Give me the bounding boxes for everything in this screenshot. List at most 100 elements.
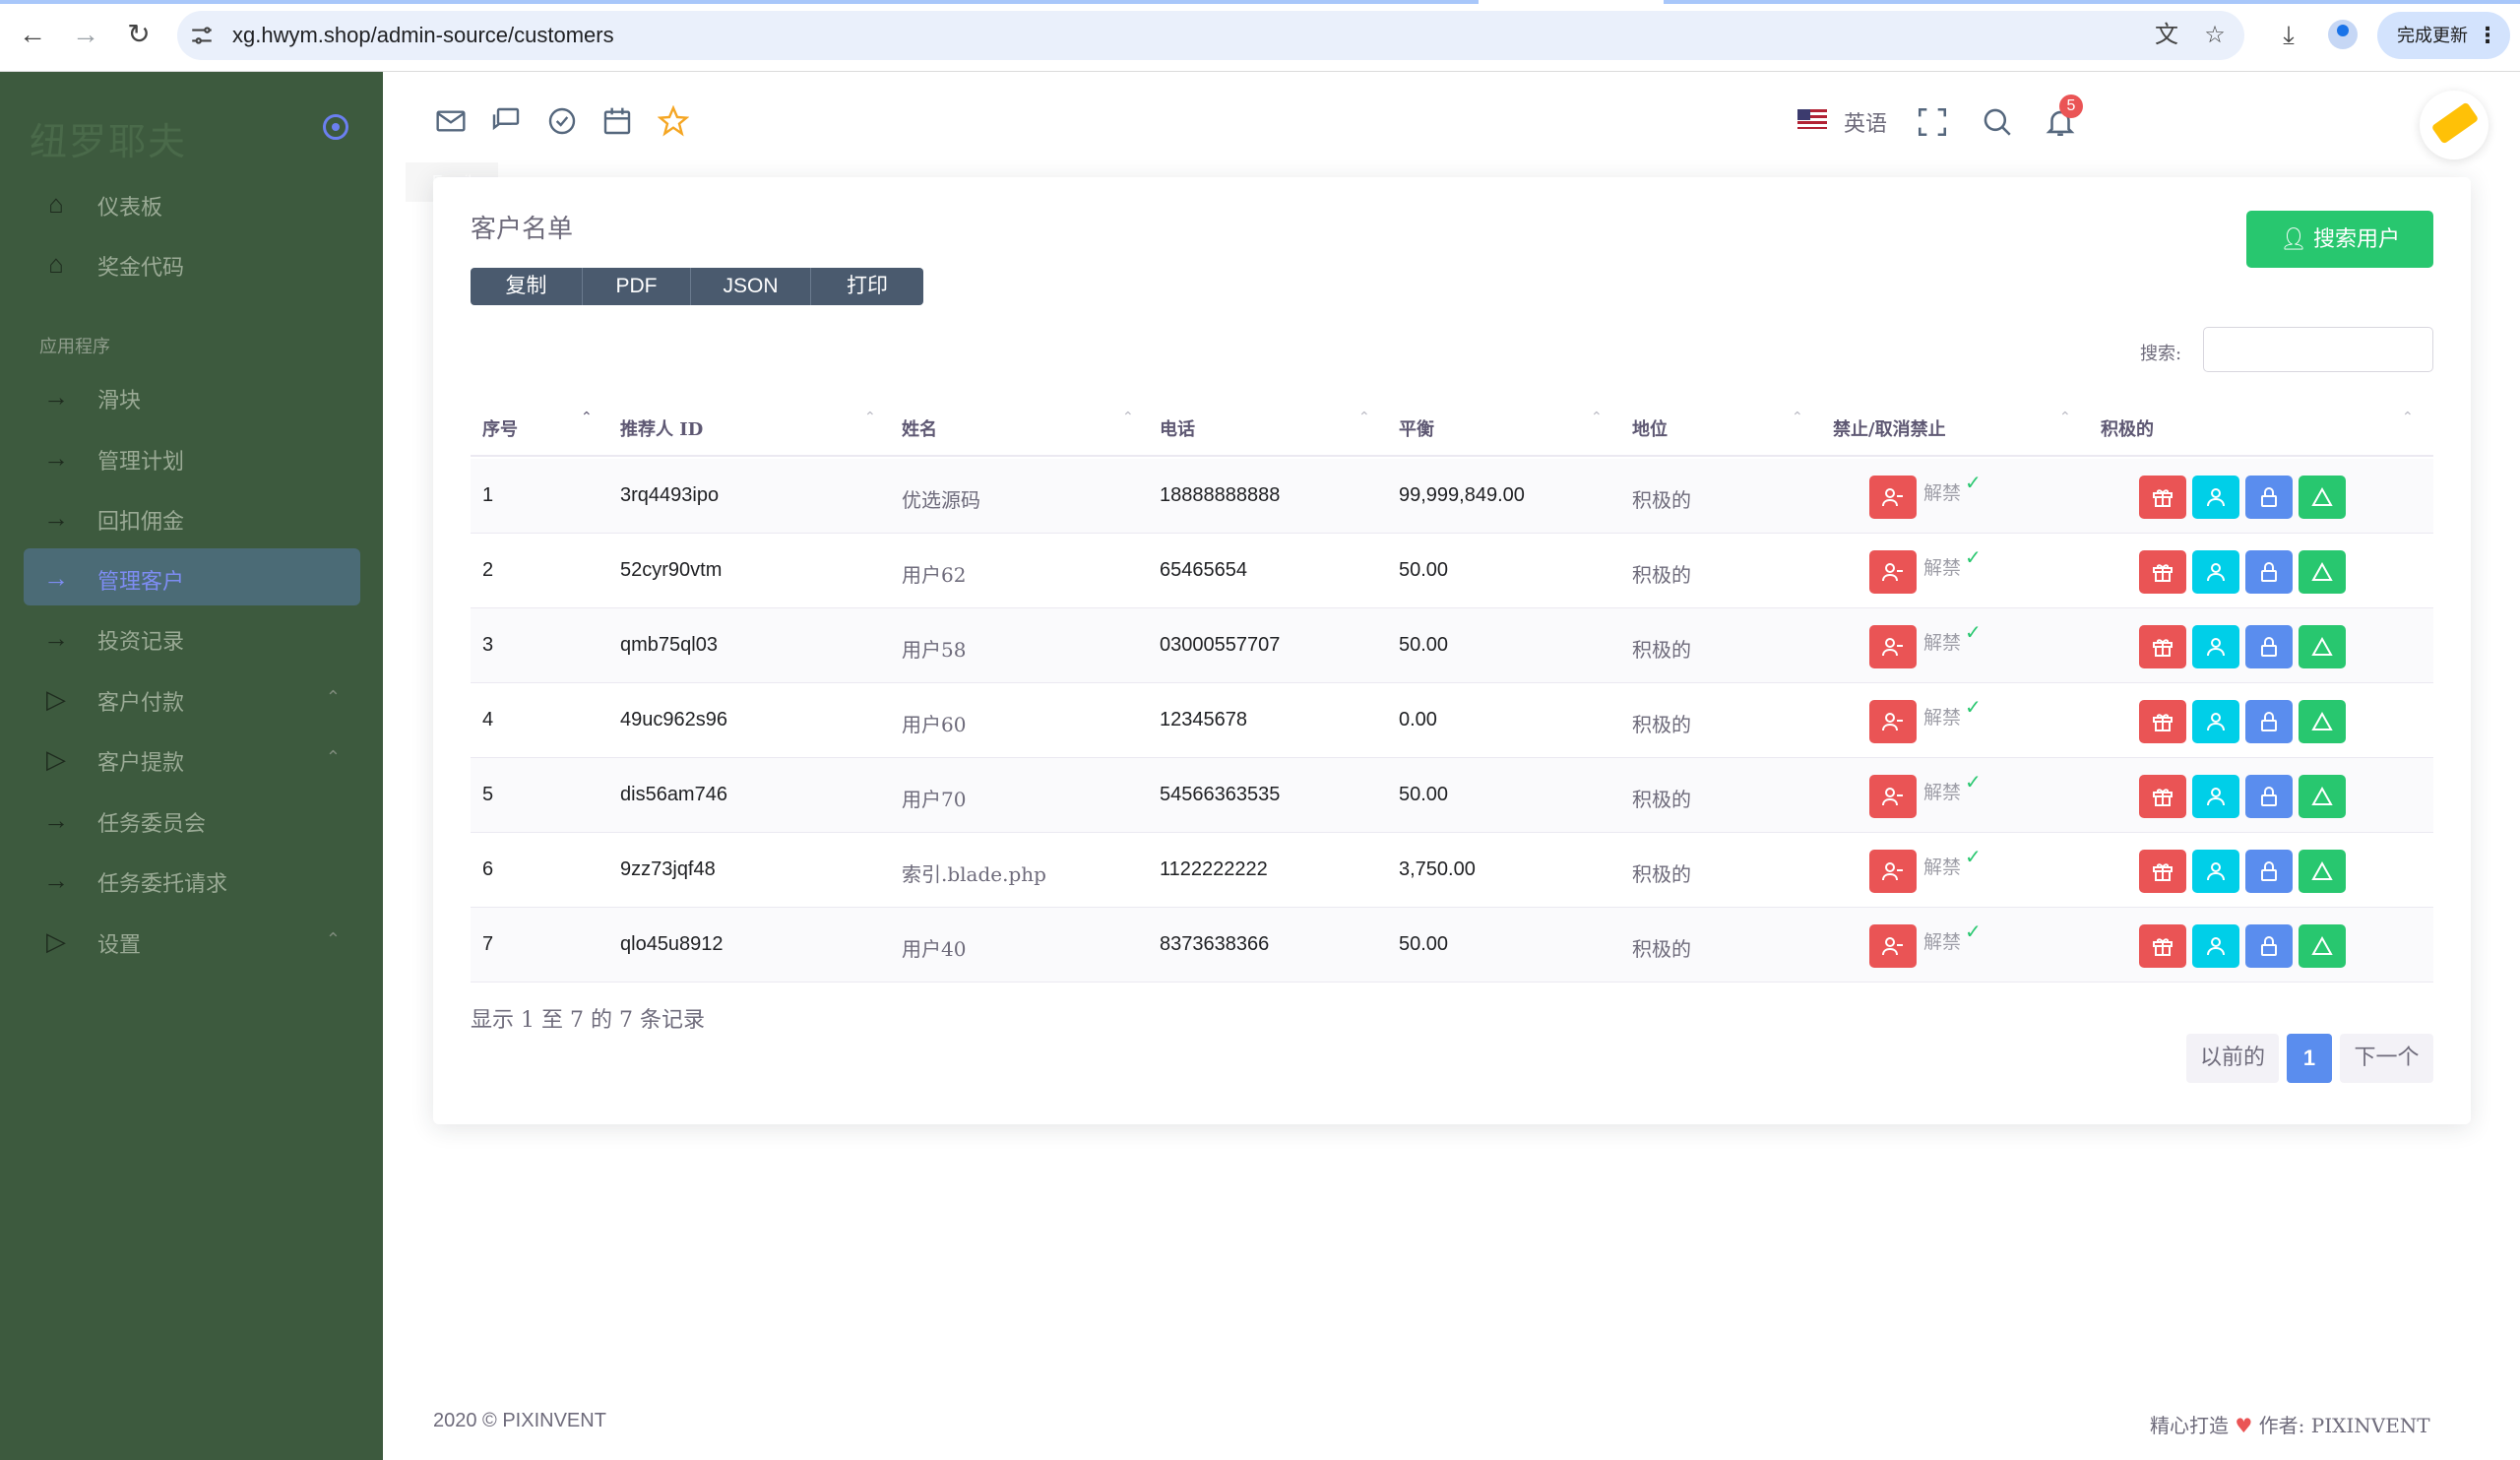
search-user-button[interactable]: 👤︎ 搜索用户 — [2246, 211, 2433, 268]
profile-avatar[interactable] — [2328, 20, 2358, 49]
calendar-icon[interactable] — [601, 105, 633, 137]
update-button[interactable]: 完成更新 ⋮ — [2377, 12, 2510, 59]
sidebar-item-task-committee[interactable]: → 任务委员会 — [24, 791, 360, 848]
brand-logo[interactable]: 纽罗耶夫 — [30, 120, 188, 163]
ban-user-button[interactable] — [1869, 625, 1917, 668]
cell-ref-id: 49uc962s96 — [620, 709, 727, 730]
cell-status: 积极的 — [1632, 862, 1691, 886]
search-icon[interactable] — [1981, 105, 2014, 139]
sort-icon[interactable]: ⌃ — [1591, 409, 1603, 424]
lock-user-button[interactable] — [2245, 476, 2293, 519]
pagination-page-1[interactable]: 1 — [2287, 1034, 2332, 1083]
sidebar-item-investments[interactable]: → 投资记录 — [24, 608, 360, 666]
view-user-button[interactable] — [2192, 700, 2239, 743]
search-input[interactable] — [2203, 327, 2433, 372]
sidebar-item-settings[interactable]: ▷ 设置 ⌃ — [24, 912, 360, 969]
pdf-button[interactable]: PDF — [583, 268, 691, 305]
column-header-status[interactable]: 地位 — [1632, 419, 1668, 440]
sort-icon[interactable]: ⌃ — [2059, 409, 2071, 424]
sidebar-toggle-icon[interactable] — [323, 114, 348, 140]
us-flag-icon[interactable] — [1797, 109, 1827, 129]
star-icon[interactable] — [658, 105, 689, 137]
fullscreen-icon[interactable] — [1916, 105, 1949, 139]
ban-user-button[interactable] — [1869, 700, 1917, 743]
address-bar[interactable]: xg.hwym.shop/admin-source/customers 文 ☆ — [177, 11, 2244, 60]
column-header-ban[interactable]: 禁止/取消禁止 — [1833, 419, 1946, 440]
lock-user-button[interactable] — [2245, 550, 2293, 594]
print-button[interactable]: 打印 — [811, 268, 923, 305]
lock-user-button[interactable] — [2245, 625, 2293, 668]
translate-icon[interactable]: 文 — [2155, 22, 2178, 48]
warning-button[interactable] — [2299, 775, 2346, 818]
sidebar-item-plans[interactable]: → 管理计划 — [24, 428, 360, 485]
sort-asc-icon[interactable]: ⌃ — [581, 409, 593, 424]
warning-button[interactable] — [2299, 550, 2346, 594]
column-header-name[interactable]: 姓名 — [902, 419, 937, 440]
warning-button[interactable] — [2299, 625, 2346, 668]
sidebar-item-customers[interactable]: → 管理客户 — [24, 548, 360, 605]
bookmark-star-icon[interactable]: ☆ — [2204, 22, 2226, 48]
view-user-button[interactable] — [2192, 924, 2239, 968]
bonus-button[interactable] — [2139, 850, 2186, 893]
sidebar-item-withdrawals[interactable]: ▷ 客户提款 ⌃ — [24, 730, 360, 787]
ban-user-button[interactable] — [1869, 550, 1917, 594]
lock-user-button[interactable] — [2245, 924, 2293, 968]
chat-icon[interactable] — [490, 105, 522, 137]
json-button[interactable]: JSON — [691, 268, 811, 305]
sort-icon[interactable]: ⌃ — [1792, 409, 1803, 424]
sort-icon[interactable]: ⌃ — [1358, 409, 1370, 424]
customizer-button[interactable] — [2420, 91, 2488, 159]
sidebar-item-payments[interactable]: ▷ 客户付款 ⌃ — [24, 669, 360, 727]
lock-user-button[interactable] — [2245, 775, 2293, 818]
warning-button[interactable] — [2299, 924, 2346, 968]
column-header-ref-id[interactable]: 推荐人 ID — [620, 419, 704, 440]
column-header-no[interactable]: 序号 — [482, 419, 518, 440]
bonus-button[interactable] — [2139, 550, 2186, 594]
pagination-prev-button[interactable]: 以前的 — [2186, 1034, 2279, 1083]
warning-button[interactable] — [2299, 476, 2346, 519]
forward-icon[interactable]: → — [72, 19, 99, 49]
copy-button[interactable]: 复制 — [471, 268, 583, 305]
sidebar-item-slider[interactable]: → 滑块 — [24, 367, 360, 424]
check-icon: ✓ — [1965, 473, 1982, 494]
site-settings-icon[interactable] — [189, 23, 215, 48]
url-text[interactable]: xg.hwym.shop/admin-source/customers — [232, 23, 614, 47]
view-user-button[interactable] — [2192, 775, 2239, 818]
column-header-active[interactable]: 积极的 — [2101, 419, 2154, 440]
view-user-button[interactable] — [2192, 550, 2239, 594]
warning-button[interactable] — [2299, 700, 2346, 743]
check-circle-icon[interactable] — [546, 105, 578, 137]
back-icon[interactable]: ← — [19, 19, 46, 49]
warning-button[interactable] — [2299, 850, 2346, 893]
bonus-button[interactable] — [2139, 476, 2186, 519]
bonus-button[interactable] — [2139, 700, 2186, 743]
sidebar-item-task-requests[interactable]: → 任务委托请求 — [24, 851, 360, 908]
sidebar-item-dashboard[interactable]: ⌂ 仪表板 — [24, 174, 360, 231]
mail-icon[interactable] — [435, 105, 467, 137]
language-selector[interactable]: 英语 — [1844, 112, 1888, 137]
bonus-button[interactable] — [2139, 924, 2186, 968]
column-header-balance[interactable]: 平衡 — [1399, 419, 1434, 440]
lock-user-button[interactable] — [2245, 700, 2293, 743]
ban-user-button[interactable] — [1869, 775, 1917, 818]
view-user-button[interactable] — [2192, 850, 2239, 893]
lock-user-button[interactable] — [2245, 850, 2293, 893]
user-minus-icon — [1882, 713, 1903, 731]
view-user-button[interactable] — [2192, 625, 2239, 668]
bonus-button[interactable] — [2139, 775, 2186, 818]
view-user-button[interactable] — [2192, 476, 2239, 519]
ban-user-button[interactable] — [1869, 476, 1917, 519]
bonus-button[interactable] — [2139, 625, 2186, 668]
ban-user-button[interactable] — [1869, 924, 1917, 968]
sidebar-item-commission[interactable]: → 回扣佣金 — [24, 488, 360, 545]
sidebar-item-bonus-code[interactable]: ⌂ 奖金代码 — [24, 234, 360, 291]
reload-icon[interactable]: ↻ — [127, 19, 151, 49]
sort-icon[interactable]: ⌃ — [2402, 409, 2414, 424]
download-icon[interactable]: ⤓ — [2283, 20, 2295, 49]
pagination-next-button[interactable]: 下一个 — [2340, 1034, 2433, 1083]
sort-icon[interactable]: ⌃ — [864, 409, 876, 424]
sort-icon[interactable]: ⌃ — [1122, 409, 1134, 424]
menu-dots-icon[interactable]: ⋮ — [2477, 23, 2498, 47]
ban-user-button[interactable] — [1869, 850, 1917, 893]
column-header-phone[interactable]: 电话 — [1160, 419, 1195, 440]
